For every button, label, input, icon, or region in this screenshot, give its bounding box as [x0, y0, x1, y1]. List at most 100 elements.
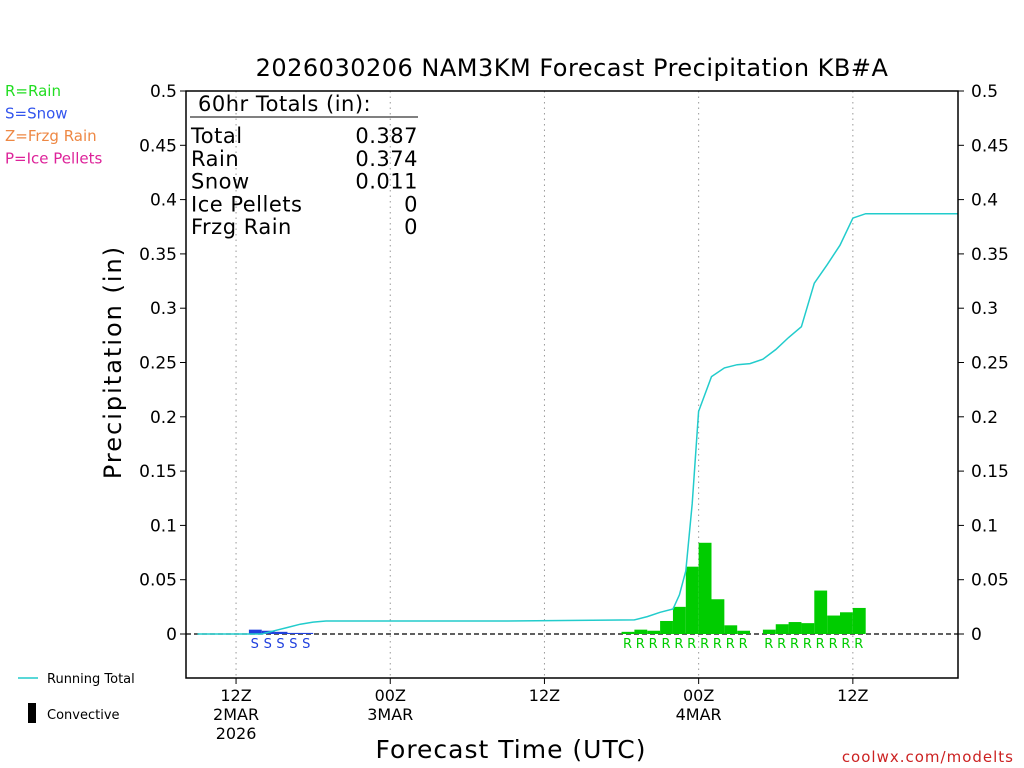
rain-type-label-14: R: [816, 637, 826, 652]
ytick-right-label-1: 0.05: [971, 571, 1009, 591]
precip-type-legend: R=Rain S=Snow Z=Frzg Rain P=Ice Pellets: [5, 82, 102, 168]
ytick-right-label-0: 0: [971, 625, 982, 645]
rain-type-label-17: R: [854, 637, 864, 652]
rain-bar-16: [840, 612, 853, 634]
legend-type-0: R=Rain: [5, 82, 61, 100]
rain-bar-4: [672, 606, 686, 634]
rain-type-label-8: R: [726, 637, 736, 652]
ytick-left-label-10: 0.5: [150, 82, 177, 102]
ytick-right-label-9: 0.45: [971, 136, 1009, 156]
totals-header: 60hr Totals (in):: [198, 92, 371, 116]
ytick-right-label-6: 0.3: [971, 299, 998, 319]
running-total-legend: Running Total: [47, 672, 135, 687]
x-axis-label: Forecast Time (UTC): [376, 735, 647, 764]
rain-bar-9: [737, 630, 751, 634]
ytick-left-label-7: 0.35: [139, 245, 177, 265]
snow-type-label-2: S: [276, 637, 285, 652]
ytick-left-label-2: 0.1: [150, 516, 177, 536]
ytick-left-label-9: 0.45: [139, 136, 177, 156]
running-total-line: [197, 212, 958, 635]
xtick-label2-1: 3MAR: [367, 705, 413, 724]
rain-bar-1: [634, 629, 648, 634]
xtick-label1-0: 12Z: [220, 686, 251, 705]
ytick-right-label-5: 0.25: [971, 354, 1009, 374]
rain-bar-5: [685, 566, 699, 634]
y-axis-ticks: 0 00.05 0.050.1 0.10.15 0.150.2 0.20.25 0.250.…: [139, 82, 1009, 645]
ytick-left-label-1: 0.05: [139, 571, 177, 591]
snow-type-label-4: S: [302, 637, 311, 652]
chart-title: 2026030206 NAM3KM Forecast Precipitation…: [256, 54, 889, 82]
ytick-right-label-3: 0.15: [971, 462, 1009, 482]
running-total-layer: [197, 212, 958, 635]
ytick-right-label-4: 0.2: [971, 408, 998, 428]
xtick-label1-1: 00Z: [375, 686, 406, 705]
convective-legend: Convective: [47, 708, 120, 723]
totals-row-value-3: 0: [404, 192, 418, 216]
plot-frame: [185, 90, 959, 679]
ytick-right-label-8: 0.4: [971, 191, 998, 211]
legend-type-1: S=Snow: [5, 105, 68, 123]
totals-row-label-4: Frzg Rain: [191, 215, 292, 239]
ytick-left-label-4: 0.2: [150, 408, 177, 428]
legend-type-3: P=Ice Pellets: [5, 150, 102, 168]
convective-swatch: [28, 703, 36, 723]
snow-bar-2: [274, 631, 288, 634]
y-axis-label: Precipitation (in): [99, 245, 127, 479]
rain-type-label-2: R: [649, 637, 659, 652]
rain-bar-15: [827, 615, 840, 634]
rain-bar-12: [788, 622, 802, 634]
rain-bar-13: [801, 623, 815, 634]
rain-type-label-1: R: [636, 637, 646, 652]
xtick-label1-2: 12Z: [529, 686, 560, 705]
ytick-right-label-10: 0.5: [971, 82, 998, 102]
ytick-left-label-0: 0: [166, 625, 177, 645]
rain-type-label-10: R: [764, 637, 774, 652]
xtick-label1-3: 00Z: [683, 686, 714, 705]
rain-bar-2: [647, 630, 661, 634]
snow-bar-0: [248, 629, 262, 634]
ytick-right-label-2: 0.1: [971, 516, 998, 536]
rain-type-label-16: R: [841, 637, 851, 652]
rain-type-label-0: R: [623, 637, 633, 652]
rain-type-label-12: R: [790, 637, 800, 652]
xtick-label2-3: 4MAR: [676, 705, 722, 724]
rain-bar-17: [852, 607, 866, 634]
ytick-left-label-5: 0.25: [139, 354, 177, 374]
rain-bar-11: [775, 624, 789, 634]
snow-type-label-1: S: [264, 637, 273, 652]
bottom-legend: Running Total Convective: [18, 672, 135, 723]
rain-type-label-13: R: [803, 637, 813, 652]
xtick-label2-0: 2MAR: [213, 705, 259, 724]
rain-type-label-11: R: [777, 637, 787, 652]
rain-type-label-3: R: [661, 637, 671, 652]
rain-bar-0: [621, 631, 635, 634]
ytick-left-label-3: 0.15: [139, 462, 177, 482]
totals-row-value-1: 0.374: [355, 147, 418, 171]
totals-row-label-3: Ice Pellets: [191, 192, 302, 216]
totals-row-value-0: 0.387: [355, 124, 418, 148]
legend-type-2: Z=Frzg Rain: [5, 127, 97, 145]
snow-type-label-0: S: [251, 637, 260, 652]
rain-bar-10: [762, 629, 776, 634]
ytick-left-label-6: 0.3: [150, 299, 177, 319]
snow-type-label-3: S: [289, 637, 298, 652]
xtick-label3-0: 2026: [216, 724, 257, 743]
snow-bar-4: [300, 632, 314, 634]
credit-text: coolwx.com/modelts: [842, 748, 1014, 766]
totals-row-value-2: 0.011: [355, 170, 418, 194]
rain-type-label-5: R: [687, 637, 697, 652]
rain-type-label-6: R: [700, 637, 710, 652]
rain-type-label-15: R: [829, 637, 839, 652]
totals-box: 60hr Totals (in): Total 0.387 Rain 0.374 Sno…: [190, 92, 418, 239]
rain-bar-7: [711, 599, 725, 634]
rain-type-label-4: R: [674, 637, 684, 652]
totals-row-label-0: Total: [190, 124, 243, 148]
rain-type-label-9: R: [739, 637, 749, 652]
totals-row-value-4: 0: [404, 215, 418, 239]
bars-layer: [248, 542, 866, 634]
rain-bar-3: [660, 620, 673, 634]
totals-row-label-2: Snow: [191, 170, 250, 194]
ytick-right-label-7: 0.35: [971, 245, 1009, 265]
